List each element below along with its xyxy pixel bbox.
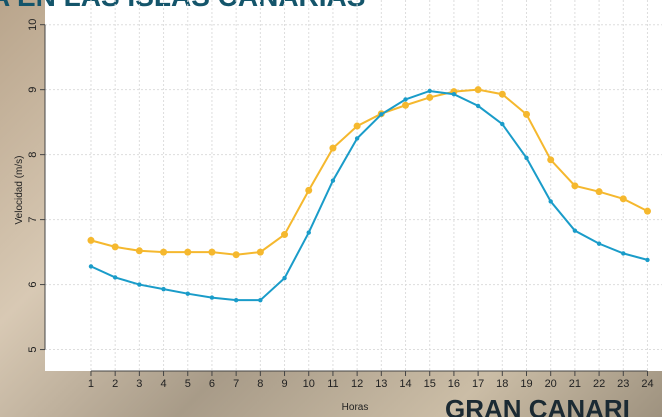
series-line — [90, 89, 648, 302]
data-point — [474, 86, 482, 94]
data-point — [111, 243, 119, 251]
data-point — [354, 136, 360, 141]
x-tick-label: 1 — [88, 378, 94, 390]
x-tick-label: 5 — [185, 378, 191, 390]
x-tick-label: 3 — [136, 378, 142, 390]
data-point — [379, 112, 384, 117]
data-point — [233, 297, 239, 303]
data-point — [427, 88, 432, 94]
data-point — [524, 155, 529, 161]
data-point — [282, 275, 287, 281]
x-tick-label: 21 — [569, 378, 581, 390]
data-point — [329, 144, 337, 152]
x-tick-label: 22 — [593, 378, 605, 390]
x-tick-label: 9 — [281, 378, 287, 390]
data-point — [621, 251, 626, 256]
data-point — [645, 257, 650, 263]
x-tick-label: 13 — [375, 378, 387, 390]
data-point — [87, 236, 95, 244]
data-point — [160, 248, 168, 256]
data-point — [498, 90, 506, 98]
data-point — [135, 247, 143, 255]
data-point — [403, 97, 408, 102]
data-point — [258, 297, 263, 303]
plot-area — [45, 0, 662, 371]
data-point — [112, 275, 118, 280]
data-point — [596, 241, 602, 246]
data-point — [500, 121, 505, 127]
x-tick-label: 11 — [327, 378, 338, 390]
data-point — [330, 178, 336, 183]
y-tick-label: 9 — [27, 87, 39, 93]
data-point — [572, 228, 578, 233]
y-tick-label: 8 — [27, 152, 39, 158]
data-point — [595, 188, 603, 196]
y-tick-label: 7 — [27, 217, 39, 223]
y-axis-label: Velocidad (m/s) — [14, 156, 25, 225]
data-point — [305, 186, 313, 194]
x-axis-label: Horas — [342, 402, 369, 413]
x-tick-label: 6 — [209, 378, 215, 390]
data-point — [232, 251, 240, 259]
series-line — [90, 88, 648, 256]
data-point — [475, 103, 481, 109]
x-tick-label: 24 — [641, 378, 653, 390]
annotation: GRAN CANARI — [445, 394, 630, 417]
x-tick-label: 23 — [617, 378, 629, 390]
data-point — [88, 264, 94, 269]
x-tick-label: 7 — [233, 378, 239, 390]
x-tick-label: 14 — [399, 378, 411, 390]
x-tick-label: 18 — [496, 378, 508, 390]
data-point — [547, 156, 555, 164]
data-point — [619, 195, 627, 203]
page-title: A EN LAS ISLAS CANARIAS — [0, 0, 365, 12]
data-point — [353, 122, 361, 130]
data-point — [185, 291, 190, 296]
data-point — [209, 295, 215, 300]
x-tick-label: 19 — [520, 378, 532, 390]
x-tick-label: 12 — [351, 378, 363, 390]
x-tick-label: 10 — [303, 378, 315, 390]
data-point — [571, 182, 579, 190]
data-point — [426, 93, 434, 101]
data-point — [548, 199, 553, 204]
data-point — [523, 110, 531, 118]
x-tick-label: 15 — [424, 378, 436, 390]
x-tick-label: 2 — [112, 378, 118, 390]
x-tick-label: 8 — [257, 378, 263, 390]
data-point — [208, 248, 216, 256]
y-tick-label: 5 — [27, 346, 39, 352]
x-tick-label: 4 — [160, 378, 166, 390]
x-tick-label: 16 — [448, 378, 460, 390]
data-point — [402, 101, 410, 109]
data-point — [281, 231, 289, 239]
y-tick-label: 10 — [27, 19, 39, 31]
data-point — [184, 248, 192, 256]
data-point — [256, 248, 264, 256]
data-point — [161, 286, 166, 292]
data-point — [451, 92, 457, 97]
x-tick-label: 17 — [472, 378, 484, 390]
data-point — [137, 282, 142, 287]
x-tick-label: 20 — [545, 378, 557, 390]
data-point — [643, 207, 651, 215]
y-tick-label: 6 — [27, 282, 39, 288]
data-point — [306, 230, 311, 235]
